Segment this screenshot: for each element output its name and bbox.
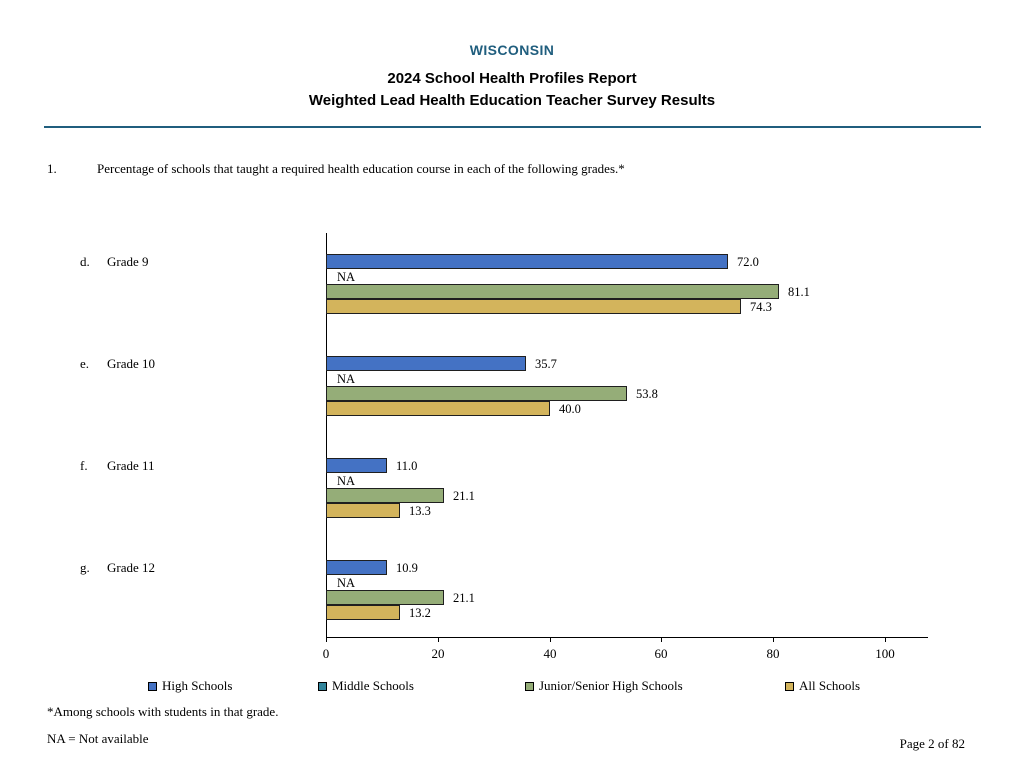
question-text: Percentage of schools that taught a requ… bbox=[97, 161, 625, 176]
category-prefix-grade-9: d. bbox=[80, 254, 90, 269]
bar-all-schools-grade-10 bbox=[326, 401, 550, 416]
value-label-all-schools-grade-9: 74.3 bbox=[750, 300, 772, 314]
bar-all-schools-grade-9 bbox=[326, 299, 741, 314]
value-label-high-schools-grade-10: 35.7 bbox=[535, 357, 557, 371]
na-label-middle-schools-grade-9: NA bbox=[337, 270, 356, 284]
legend-swatch-icon bbox=[525, 681, 534, 691]
na-label-middle-schools-grade-12: NA bbox=[337, 576, 356, 590]
legend-label: Middle Schools bbox=[332, 678, 414, 693]
category-prefix-grade-11: f. bbox=[80, 458, 88, 473]
legend-label: Junior/Senior High Schools bbox=[539, 678, 683, 693]
category-label-grade-12: Grade 12 bbox=[107, 560, 156, 575]
x-axis-line bbox=[326, 637, 928, 638]
x-tick-label: 20 bbox=[431, 646, 445, 661]
bar-high-schools-grade-9 bbox=[326, 254, 728, 269]
x-tick-label: 100 bbox=[875, 646, 895, 661]
header-divider bbox=[44, 126, 981, 128]
legend-item-middle-schools: Middle Schools bbox=[318, 678, 414, 694]
x-axis-tick bbox=[773, 637, 774, 642]
legend-swatch-icon bbox=[318, 681, 327, 691]
x-axis-tick bbox=[438, 637, 439, 642]
value-label-all-schools-grade-11: 13.3 bbox=[409, 504, 431, 518]
category-label-grade-11: Grade 11 bbox=[107, 458, 155, 473]
legend-label: High Schools bbox=[162, 678, 233, 693]
na-label-middle-schools-grade-11: NA bbox=[337, 474, 356, 488]
bar-junior-senior-high-schools-grade-12 bbox=[326, 590, 444, 605]
legend-swatch-icon bbox=[148, 681, 157, 691]
legend-item-all-schools: All Schools bbox=[785, 678, 860, 694]
bar-junior-senior-high-schools-grade-11 bbox=[326, 488, 444, 503]
value-label-junior-senior-high-schools-grade-11: 21.1 bbox=[453, 489, 475, 503]
footnote-na: NA = Not available bbox=[47, 731, 149, 746]
value-label-junior-senior-high-schools-grade-9: 81.1 bbox=[788, 285, 810, 299]
value-label-all-schools-grade-10: 40.0 bbox=[559, 402, 581, 416]
category-label-grade-9: Grade 9 bbox=[107, 254, 149, 269]
page-number: Page 2 of 82 bbox=[899, 736, 965, 751]
value-label-high-schools-grade-12: 10.9 bbox=[396, 561, 418, 575]
x-axis-tick bbox=[885, 637, 886, 642]
legend-label: All Schools bbox=[799, 678, 861, 693]
report-subtitle: Weighted Lead Health Education Teacher S… bbox=[308, 92, 716, 109]
x-tick-label: 0 bbox=[322, 646, 330, 661]
state-title: WISCONSIN bbox=[469, 42, 555, 58]
bar-junior-senior-high-schools-grade-10 bbox=[326, 386, 627, 401]
bar-all-schools-grade-12 bbox=[326, 605, 400, 620]
y-axis-line bbox=[326, 233, 327, 637]
question-number: 1. bbox=[47, 161, 57, 176]
x-axis-tick bbox=[661, 637, 662, 642]
value-label-high-schools-grade-9: 72.0 bbox=[737, 255, 759, 269]
value-label-junior-senior-high-schools-grade-10: 53.8 bbox=[636, 387, 658, 401]
value-label-high-schools-grade-11: 11.0 bbox=[396, 459, 418, 473]
bar-junior-senior-high-schools-grade-9 bbox=[326, 284, 779, 299]
category-prefix-grade-12: g. bbox=[80, 560, 90, 575]
bar-all-schools-grade-11 bbox=[326, 503, 400, 518]
legend-item-junior-senior-high-schools: Junior/Senior High Schools bbox=[525, 678, 683, 694]
bar-high-schools-grade-12 bbox=[326, 560, 387, 575]
x-tick-label: 40 bbox=[543, 646, 557, 661]
bar-high-schools-grade-10 bbox=[326, 356, 526, 371]
x-tick-label: 60 bbox=[654, 646, 668, 661]
x-axis-tick bbox=[326, 637, 327, 642]
footnote-among: *Among schools with students in that gra… bbox=[47, 704, 279, 719]
report-title: 2024 School Health Profiles Report bbox=[387, 70, 637, 87]
bar-high-schools-grade-11 bbox=[326, 458, 387, 473]
value-label-all-schools-grade-12: 13.2 bbox=[409, 606, 431, 620]
category-prefix-grade-10: e. bbox=[80, 356, 90, 371]
x-axis-tick bbox=[550, 637, 551, 642]
x-tick-label: 80 bbox=[766, 646, 780, 661]
value-label-junior-senior-high-schools-grade-12: 21.1 bbox=[453, 591, 475, 605]
na-label-middle-schools-grade-10: NA bbox=[337, 372, 356, 386]
legend-swatch-icon bbox=[785, 681, 794, 691]
category-label-grade-10: Grade 10 bbox=[107, 356, 156, 371]
legend-item-high-schools: High Schools bbox=[148, 678, 232, 694]
